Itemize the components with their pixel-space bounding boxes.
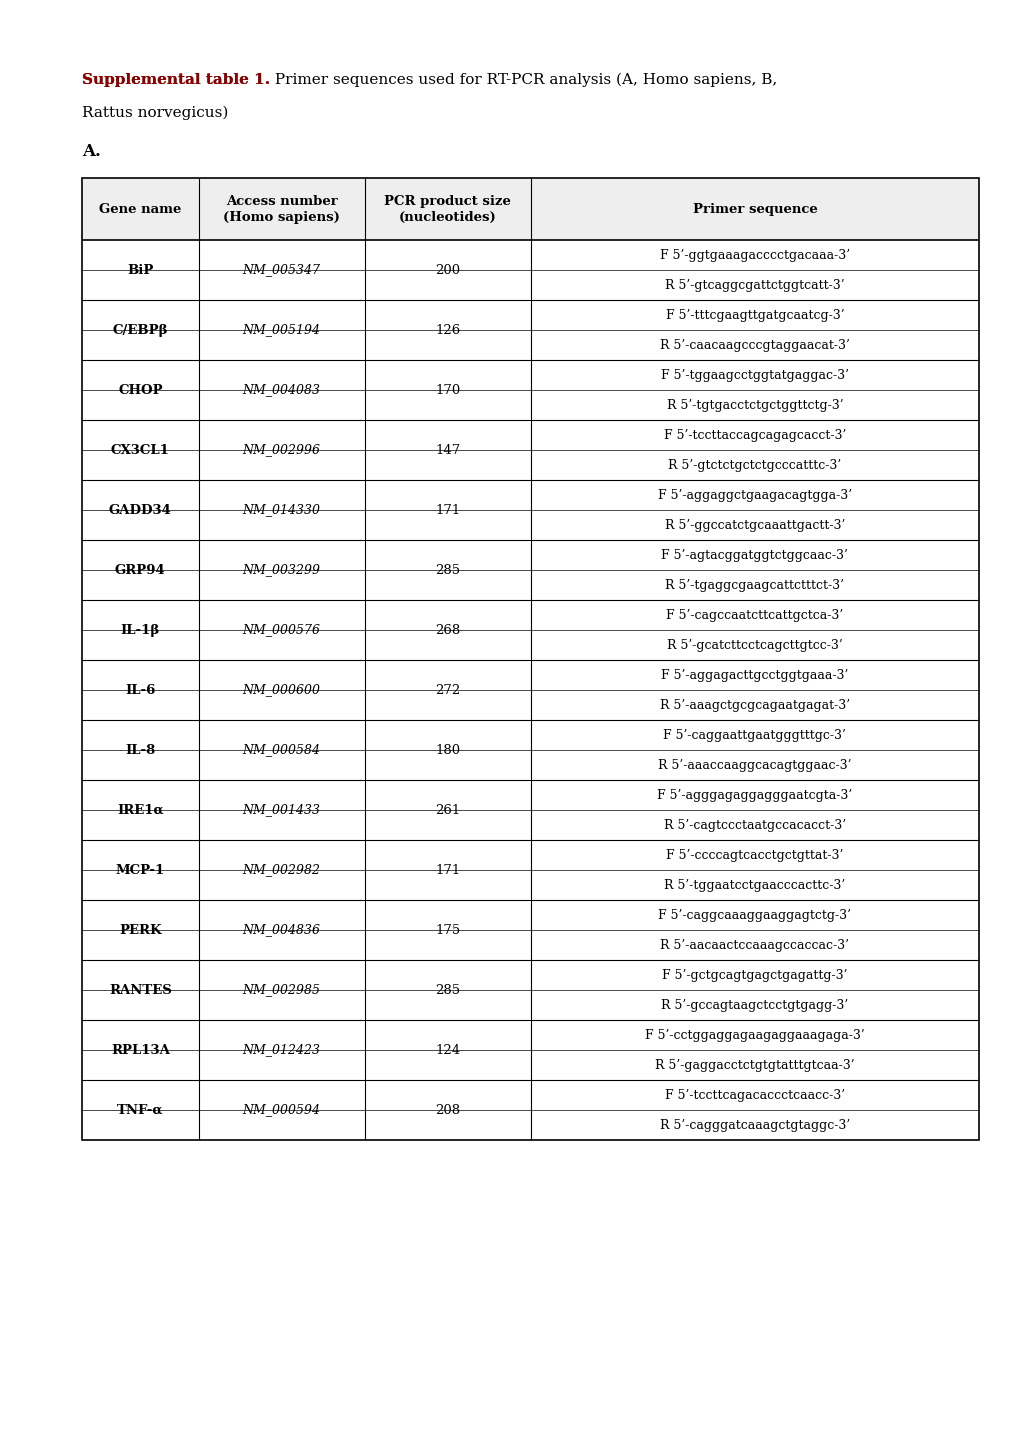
Text: CX3CL1: CX3CL1 bbox=[111, 443, 169, 456]
Text: RPL13A: RPL13A bbox=[111, 1043, 169, 1056]
Text: 261: 261 bbox=[434, 804, 460, 817]
Text: R 5’-tgaggcgaagcattctttct-3’: R 5’-tgaggcgaagcattctttct-3’ bbox=[664, 579, 844, 592]
Text: R 5’-gcatcttcctcagcttgtcc-3’: R 5’-gcatcttcctcagcttgtcc-3’ bbox=[666, 638, 842, 651]
Text: A.: A. bbox=[82, 143, 101, 160]
Text: GADD34: GADD34 bbox=[109, 504, 171, 517]
Text: IL-6: IL-6 bbox=[125, 684, 155, 697]
Text: 171: 171 bbox=[434, 863, 460, 876]
Text: NM_001433: NM_001433 bbox=[243, 804, 320, 817]
Text: F 5’-gctgcagtgagctgagattg-3’: F 5’-gctgcagtgagctgagattg-3’ bbox=[661, 968, 847, 981]
Text: NM_000584: NM_000584 bbox=[243, 743, 320, 756]
Text: 285: 285 bbox=[435, 984, 460, 997]
Text: NM_005194: NM_005194 bbox=[243, 323, 320, 336]
Text: PERK: PERK bbox=[119, 924, 161, 937]
Text: Gene name: Gene name bbox=[99, 202, 181, 215]
Text: IL-1β: IL-1β bbox=[120, 623, 160, 636]
Text: NM_005347: NM_005347 bbox=[243, 264, 320, 277]
Text: NM_003299: NM_003299 bbox=[243, 564, 320, 577]
Text: R 5’-gccagtaagctcctgtgagg-3’: R 5’-gccagtaagctcctgtgagg-3’ bbox=[660, 999, 848, 1012]
Text: Primer sequences used for RT-PCR analysis (A, Homo sapiens, B,: Primer sequences used for RT-PCR analysi… bbox=[270, 74, 776, 88]
Text: F 5’-ccccagtcacctgctgttat-3’: F 5’-ccccagtcacctgctgttat-3’ bbox=[665, 848, 843, 861]
Text: Supplemental table 1.: Supplemental table 1. bbox=[82, 74, 270, 87]
Text: 272: 272 bbox=[434, 684, 460, 697]
Text: IL-8: IL-8 bbox=[125, 743, 155, 756]
Text: F 5’-tccttcagacaccctcaacc-3’: F 5’-tccttcagacaccctcaacc-3’ bbox=[664, 1088, 844, 1101]
Text: 126: 126 bbox=[434, 323, 460, 336]
Text: 180: 180 bbox=[435, 743, 460, 756]
Text: F 5’-caggcaaaggaaggagtctg-3’: F 5’-caggcaaaggaaggagtctg-3’ bbox=[657, 909, 851, 922]
Text: NM_014330: NM_014330 bbox=[243, 504, 320, 517]
Text: PCR product size
(nucleotides): PCR product size (nucleotides) bbox=[384, 195, 511, 224]
Text: F 5’-cctggaggagaagaggaaagaga-3’: F 5’-cctggaggagaagaggaaagaga-3’ bbox=[644, 1029, 864, 1042]
Text: 200: 200 bbox=[435, 264, 460, 277]
Text: Access number
(Homo sapiens): Access number (Homo sapiens) bbox=[223, 195, 339, 224]
Text: R 5’-ggccatctgcaaattgactt-3’: R 5’-ggccatctgcaaattgactt-3’ bbox=[664, 518, 845, 531]
Text: NM_002982: NM_002982 bbox=[243, 863, 320, 876]
Text: 285: 285 bbox=[435, 564, 460, 577]
Bar bbox=[82, 177, 978, 1140]
Text: F 5’-ggtgaaagacccctgacaaa-3’: F 5’-ggtgaaagacccctgacaaa-3’ bbox=[659, 248, 849, 261]
Text: R 5’-gtcaggcgattctggtcatt-3’: R 5’-gtcaggcgattctggtcatt-3’ bbox=[664, 278, 844, 291]
Text: 208: 208 bbox=[435, 1104, 460, 1117]
Text: RANTES: RANTES bbox=[109, 984, 171, 997]
Text: R 5’-cagggatcaaagctgtaggc-3’: R 5’-cagggatcaaagctgtaggc-3’ bbox=[659, 1118, 849, 1131]
Text: NM_000576: NM_000576 bbox=[243, 623, 320, 636]
Text: F 5’-cagccaatcttcattgctca-3’: F 5’-cagccaatcttcattgctca-3’ bbox=[665, 609, 843, 622]
Text: R 5’-tgtgacctctgctggttctg-3’: R 5’-tgtgacctctgctggttctg-3’ bbox=[666, 398, 843, 411]
Text: NM_000594: NM_000594 bbox=[243, 1104, 320, 1117]
Text: R 5’-gaggacctctgtgtatttgtcaa-3’: R 5’-gaggacctctgtgtatttgtcaa-3’ bbox=[654, 1059, 854, 1072]
Text: GRP94: GRP94 bbox=[115, 564, 165, 577]
Text: R 5’-cagtccctaatgccacacct-3’: R 5’-cagtccctaatgccacacct-3’ bbox=[663, 818, 845, 831]
Text: CHOP: CHOP bbox=[118, 384, 162, 397]
Text: 170: 170 bbox=[434, 384, 460, 397]
Text: NM_002996: NM_002996 bbox=[243, 443, 320, 456]
Text: R 5’-tggaatcctgaacccacttc-3’: R 5’-tggaatcctgaacccacttc-3’ bbox=[663, 879, 845, 892]
Text: F 5’-caggaattgaatgggtttgc-3’: F 5’-caggaattgaatgggtttgc-3’ bbox=[662, 729, 846, 742]
Text: 124: 124 bbox=[435, 1043, 460, 1056]
Text: IRE1α: IRE1α bbox=[117, 804, 163, 817]
Text: F 5’-agggagaggagggaatcgta-3’: F 5’-agggagaggagggaatcgta-3’ bbox=[656, 788, 852, 801]
Text: 171: 171 bbox=[434, 504, 460, 517]
Text: F 5’-tggaagcctggtatgaggac-3’: F 5’-tggaagcctggtatgaggac-3’ bbox=[660, 368, 848, 381]
Text: R 5’-aaaccaaggcacagtggaac-3’: R 5’-aaaccaaggcacagtggaac-3’ bbox=[657, 759, 851, 772]
Text: F 5’-aggaggctgaagacagtgga-3’: F 5’-aggaggctgaagacagtgga-3’ bbox=[657, 489, 851, 502]
Text: NM_000600: NM_000600 bbox=[243, 684, 320, 697]
Text: MCP-1: MCP-1 bbox=[115, 863, 165, 876]
Text: 147: 147 bbox=[434, 443, 460, 456]
Text: NM_004836: NM_004836 bbox=[243, 924, 320, 937]
Text: NM_012423: NM_012423 bbox=[243, 1043, 320, 1056]
Text: R 5’-aacaactccaaagccaccac-3’: R 5’-aacaactccaaagccaccac-3’ bbox=[659, 938, 849, 951]
Text: NM_004083: NM_004083 bbox=[243, 384, 320, 397]
Text: 268: 268 bbox=[434, 623, 460, 636]
Text: R 5’-caacaagcccgtaggaacat-3’: R 5’-caacaagcccgtaggaacat-3’ bbox=[659, 339, 849, 352]
Text: Supplemental table 1.: Supplemental table 1. bbox=[82, 74, 270, 87]
Text: NM_002985: NM_002985 bbox=[243, 984, 320, 997]
Text: BiP: BiP bbox=[127, 264, 153, 277]
Text: C/EBPβ: C/EBPβ bbox=[112, 323, 168, 336]
Text: R 5’-aaagctgcgcagaatgagat-3’: R 5’-aaagctgcgcagaatgagat-3’ bbox=[659, 698, 849, 711]
Text: 175: 175 bbox=[434, 924, 460, 937]
Text: F 5’-tttcgaagttgatgcaatcg-3’: F 5’-tttcgaagttgatgcaatcg-3’ bbox=[665, 309, 844, 322]
Text: TNF-α: TNF-α bbox=[117, 1104, 163, 1117]
Text: F 5’-aggagacttgcctggtgaaa-3’: F 5’-aggagacttgcctggtgaaa-3’ bbox=[660, 668, 848, 681]
Text: F 5’-tccttaccagcagagcacct-3’: F 5’-tccttaccagcagagcacct-3’ bbox=[663, 429, 845, 442]
Text: F 5’-agtacggatggtctggcaac-3’: F 5’-agtacggatggtctggcaac-3’ bbox=[660, 548, 848, 561]
Text: Primer sequence: Primer sequence bbox=[692, 202, 816, 215]
Text: Rattus norvegicus): Rattus norvegicus) bbox=[82, 105, 228, 120]
Bar bbox=[82, 177, 978, 240]
Text: R 5’-gtctctgctctgcccatttc-3’: R 5’-gtctctgctctgcccatttc-3’ bbox=[667, 459, 841, 472]
